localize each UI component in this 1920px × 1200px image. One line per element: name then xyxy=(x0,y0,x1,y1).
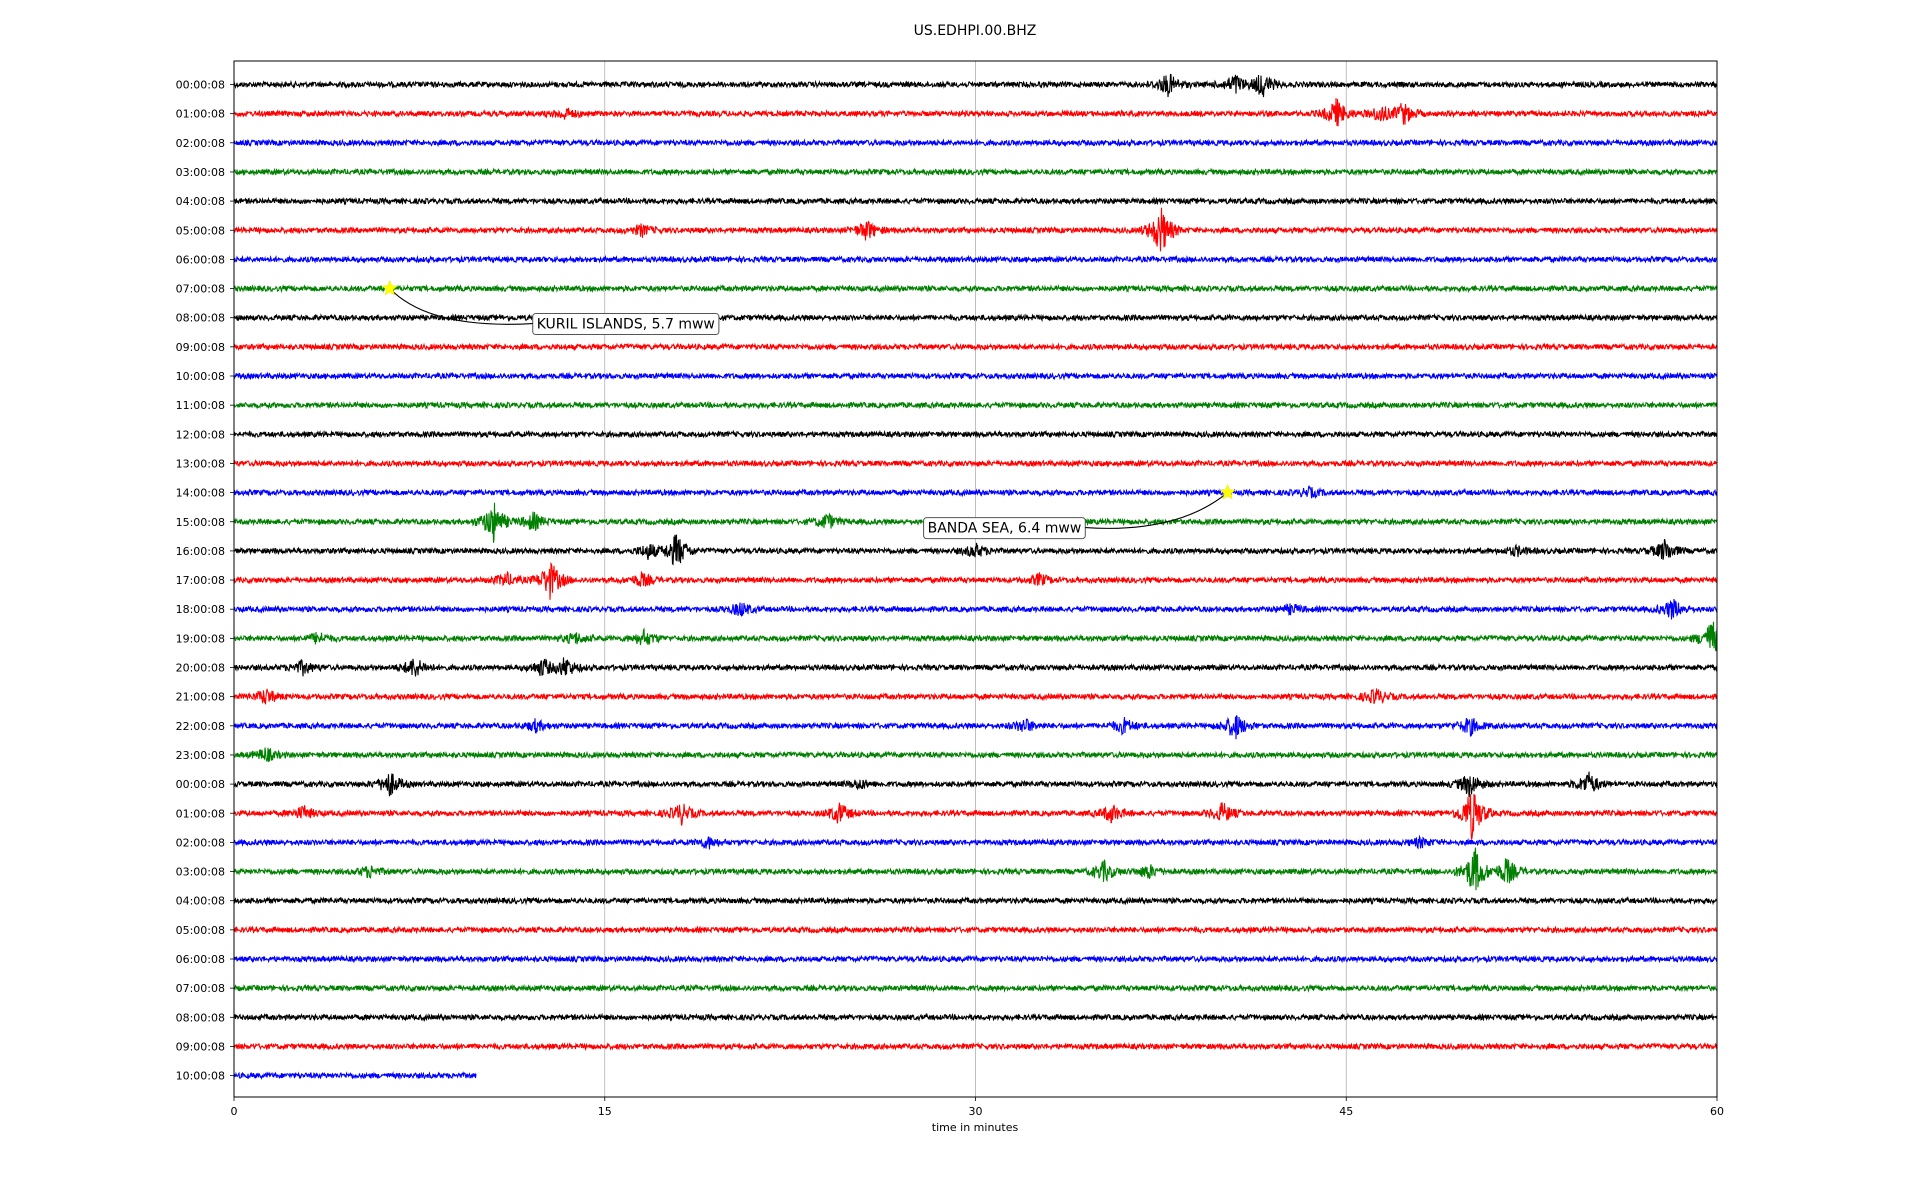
trace-line xyxy=(233,458,1718,469)
y-tick-label: 15:00:08 xyxy=(176,516,225,529)
chart-title: US.EDHPI.00.BHZ xyxy=(914,23,1037,39)
trace-line xyxy=(233,688,1718,705)
event-annotation: KURIL ISLANDS, 5.7 mww xyxy=(381,279,720,336)
trace-line xyxy=(233,342,1718,352)
y-tick-labels: 00:00:08 01:00:08 02:00:08 03:00:08 04:00:08… xyxy=(176,79,234,1083)
trace-line xyxy=(233,196,1718,206)
y-tick-label: 06:00:08 xyxy=(176,253,225,266)
y-tick-label: 10:00:08 xyxy=(176,1070,225,1083)
y-tick-label: 08:00:08 xyxy=(176,1011,225,1024)
trace-line xyxy=(233,400,1718,410)
trace-line xyxy=(233,283,1718,294)
y-tick-label: 00:00:08 xyxy=(176,778,225,791)
trace-line xyxy=(233,1012,1718,1023)
y-tick-label: 11:00:08 xyxy=(176,399,225,412)
x-tick-label: 0 xyxy=(231,1105,238,1118)
trace-line xyxy=(233,561,1718,600)
y-tick-label: 21:00:08 xyxy=(176,691,225,704)
trace-line xyxy=(233,847,1718,891)
trace-line xyxy=(233,925,1718,935)
y-tick-label: 17:00:08 xyxy=(176,574,225,587)
y-tick-label: 09:00:08 xyxy=(176,341,225,354)
trace-line xyxy=(233,485,1718,500)
trace-line xyxy=(233,167,1718,177)
y-tick-label: 14:00:08 xyxy=(176,487,225,500)
trace-line xyxy=(233,598,1718,620)
x-tick-label: 45 xyxy=(1339,1105,1353,1118)
event-annotations: KURIL ISLANDS, 5.7 mww BANDA SEA, 6.4 mww xyxy=(381,279,1236,540)
trace-line xyxy=(233,371,1718,381)
x-tick-label: 30 xyxy=(969,1105,983,1118)
y-tick-label: 16:00:08 xyxy=(176,545,225,558)
star-icon xyxy=(1219,483,1236,500)
y-tick-label: 10:00:08 xyxy=(176,370,225,383)
y-tick-label: 02:00:08 xyxy=(176,137,225,150)
y-tick-label: 01:00:08 xyxy=(176,108,225,121)
trace-line xyxy=(233,73,1718,98)
event-annotation: BANDA SEA, 6.4 mww xyxy=(923,483,1236,540)
x-tick-label: 60 xyxy=(1710,1105,1724,1118)
trace-line xyxy=(233,534,1718,566)
trace-line xyxy=(233,954,1718,964)
trace-line xyxy=(233,1041,1718,1052)
x-axis-label: time in minutes xyxy=(932,1121,1019,1134)
y-tick-label: 09:00:08 xyxy=(176,1040,225,1053)
y-tick-label: 03:00:08 xyxy=(176,166,225,179)
trace-line xyxy=(233,983,1718,993)
y-tick-label: 06:00:08 xyxy=(176,953,225,966)
trace-line xyxy=(233,657,1718,677)
traces xyxy=(233,73,1718,1080)
y-tick-label: 19:00:08 xyxy=(176,632,225,645)
trace-line xyxy=(233,793,1718,840)
event-label: BANDA SEA, 6.4 mww xyxy=(928,521,1082,537)
y-tick-label: 12:00:08 xyxy=(176,428,225,441)
x-tick-labels: 0 15 30 45 60 xyxy=(231,1097,1724,1118)
y-tick-label: 04:00:08 xyxy=(176,195,225,208)
y-tick-label: 08:00:08 xyxy=(176,312,225,325)
trace-line xyxy=(234,747,1718,762)
y-tick-label: 18:00:08 xyxy=(176,603,225,616)
trace-line xyxy=(233,254,1718,265)
event-label: KURIL ISLANDS, 5.7 mww xyxy=(537,317,715,333)
trace-line xyxy=(233,714,1718,740)
trace-line xyxy=(233,771,1718,798)
y-tick-label: 00:00:08 xyxy=(176,79,225,92)
y-tick-label: 04:00:08 xyxy=(176,895,225,908)
y-tick-label: 20:00:08 xyxy=(176,662,225,675)
y-tick-label: 07:00:08 xyxy=(176,283,225,296)
trace-line xyxy=(233,834,1718,850)
event-connector xyxy=(1085,492,1228,529)
x-tick-label: 15 xyxy=(598,1105,612,1118)
event-connector xyxy=(389,288,533,325)
y-tick-label: 05:00:08 xyxy=(176,924,225,937)
trace-line xyxy=(233,429,1718,439)
star-icon xyxy=(381,279,398,296)
trace-line xyxy=(233,621,1718,652)
trace-line xyxy=(233,98,1718,127)
y-tick-label: 01:00:08 xyxy=(176,807,225,820)
trace-line xyxy=(233,896,1718,906)
trace-line xyxy=(233,138,1718,148)
y-tick-label: 02:00:08 xyxy=(176,836,225,849)
y-tick-label: 07:00:08 xyxy=(176,982,225,995)
trace-line xyxy=(233,207,1718,252)
trace-line xyxy=(233,312,1718,323)
y-tick-label: 22:00:08 xyxy=(176,720,225,733)
y-tick-label: 23:00:08 xyxy=(176,749,225,762)
trace-line xyxy=(233,1070,477,1080)
y-tick-label: 05:00:08 xyxy=(176,224,225,237)
y-tick-label: 13:00:08 xyxy=(176,457,225,470)
y-tick-label: 03:00:08 xyxy=(176,866,225,879)
